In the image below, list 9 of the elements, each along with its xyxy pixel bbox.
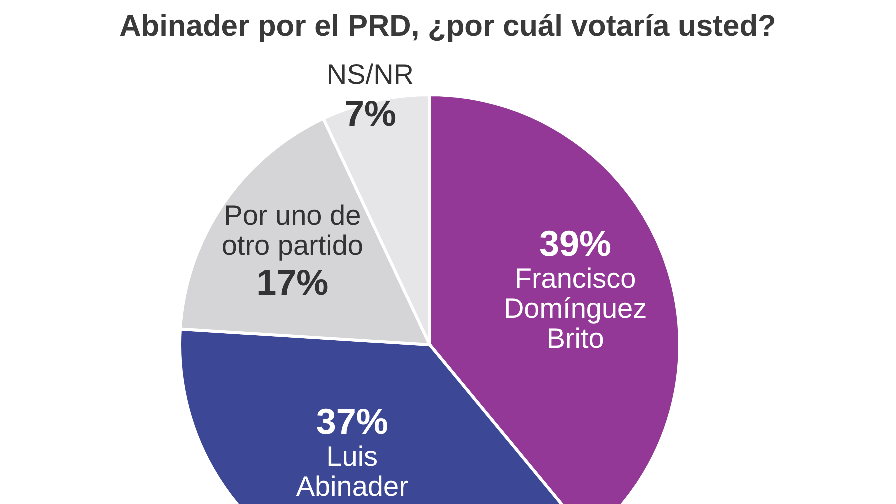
data-label: 7%	[344, 93, 396, 134]
slice-label: NS/NR	[326, 59, 414, 90]
slice-label: Luis Abinader	[296, 441, 408, 502]
slice-label: Francisco Domínguez Brito	[504, 262, 648, 354]
data-label: 17%	[256, 262, 329, 304]
chart-title: Abinader por el PRD, ¿por cuál votaría usted?	[118, 10, 778, 44]
data-label: 37%	[316, 401, 388, 442]
slice-label: Por uno de otro partido	[222, 200, 364, 262]
data-label: 39%	[540, 222, 612, 264]
